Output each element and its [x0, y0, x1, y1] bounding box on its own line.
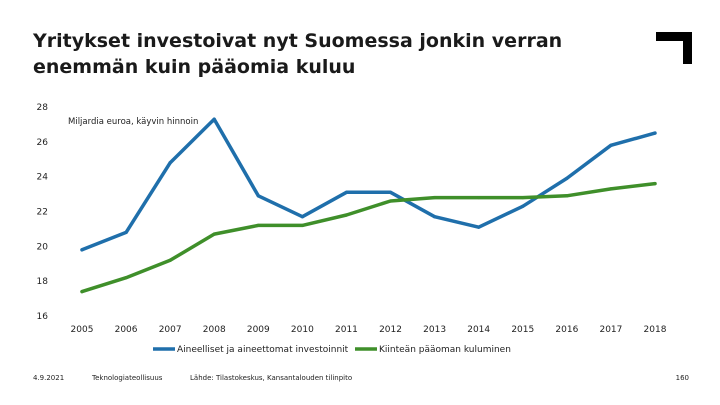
page-title: Yritykset investoivat nyt Suomessa jonki… — [33, 30, 563, 78]
data-point — [521, 195, 525, 200]
series-lines — [80, 117, 657, 294]
x-tick-label: 2012 — [379, 325, 402, 335]
data-point — [433, 215, 437, 219]
data-point — [565, 176, 569, 181]
x-tick-label: 2011 — [335, 325, 358, 335]
legend-label: Kiinteän pääoman kuluminen — [379, 345, 511, 355]
legend-label: Aineelliset ja aineettomat investoinnit — [177, 345, 349, 355]
x-tick-label: 2007 — [159, 325, 182, 335]
x-tick-label: 2008 — [203, 325, 226, 335]
data-point — [609, 187, 613, 191]
data-point — [565, 194, 569, 198]
data-point — [477, 225, 481, 229]
y-tick-label: 20 — [37, 242, 49, 252]
x-tick-label: 2018 — [644, 325, 667, 335]
data-point — [168, 258, 172, 262]
data-point — [168, 161, 172, 165]
footer-date: 4.9.2021 — [33, 374, 65, 382]
data-point — [653, 182, 657, 186]
y-tick-label: 26 — [37, 138, 49, 148]
footer-page-number: 160 — [675, 374, 689, 382]
data-point — [124, 230, 128, 234]
y-tick-label: 28 — [37, 103, 49, 113]
data-point — [388, 199, 393, 203]
footer-source: Lähde: Tilastokeskus, Kansantalouden til… — [190, 374, 353, 382]
data-point — [212, 117, 216, 121]
x-tick-label: 2017 — [599, 325, 622, 335]
data-point — [477, 195, 481, 200]
y-tick-label: 22 — [37, 208, 48, 218]
y-axis-label: Miljardia euroa, käyvin hinnoin — [68, 117, 198, 127]
data-point — [80, 248, 84, 252]
x-tick-label: 2006 — [115, 325, 138, 335]
legend: Aineelliset ja aineettomat investoinnit K… — [153, 345, 511, 355]
data-point — [124, 276, 128, 280]
data-point — [300, 215, 304, 219]
x-tick-label: 2014 — [467, 325, 490, 335]
x-tick-label: 2010 — [291, 325, 314, 335]
series-line-2 — [80, 181, 657, 294]
data-point — [344, 190, 349, 194]
data-point — [256, 194, 260, 198]
x-tick-label: 2013 — [423, 325, 446, 335]
data-point — [521, 204, 525, 208]
y-axis-ticks: 16 18 20 22 24 26 28 — [37, 103, 49, 322]
x-tick-label: 2005 — [71, 325, 94, 335]
data-point — [609, 143, 613, 147]
y-tick-label: 16 — [37, 312, 49, 322]
data-point — [388, 190, 393, 194]
brand-logo — [656, 32, 692, 64]
series-line-1 — [80, 117, 657, 252]
x-tick-label: 2016 — [555, 325, 578, 335]
x-tick-label: 2009 — [247, 325, 270, 335]
y-tick-label: 24 — [37, 173, 49, 183]
data-point — [433, 195, 437, 200]
data-point — [344, 213, 349, 217]
footer-organization: Teknologiateollisuus — [92, 374, 163, 382]
x-axis-ticks: 2005 2006 2007 2008 2009 2010 2011 2012 2013 2014… — [71, 325, 667, 335]
data-point — [256, 223, 260, 228]
data-point — [212, 232, 216, 236]
data-point — [653, 131, 657, 135]
y-tick-label: 18 — [37, 277, 49, 287]
x-tick-label: 2015 — [511, 325, 534, 335]
data-point — [80, 290, 84, 294]
data-point — [300, 223, 304, 228]
